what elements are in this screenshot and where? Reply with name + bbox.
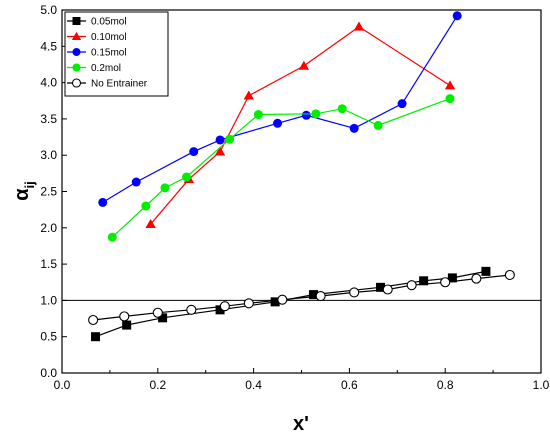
legend-label: 0.05mol	[91, 17, 127, 28]
data-point-triangle	[353, 21, 365, 31]
legend-label: 0.10mol	[91, 32, 127, 43]
data-point-square	[481, 266, 491, 276]
series-0-15mol	[98, 11, 462, 207]
legend-entry: 0.05mol	[67, 17, 127, 28]
series-0-05mol	[91, 266, 491, 342]
x-axis-title: x'	[293, 413, 309, 435]
data-point-circle	[131, 177, 141, 187]
data-point-circle	[160, 183, 170, 193]
svg-text:αij: αij	[11, 181, 37, 201]
tick-layer: 0.0 0.2 0.4 0.6 0.8 1.0 0.0 0.5 1.0 1.5 2.0 2.5 3.0 3…	[40, 3, 549, 392]
data-point-triangle	[214, 146, 226, 156]
y-tick-label: 1.5	[40, 257, 57, 271]
y-axis-title: αij	[11, 181, 37, 201]
x-tick-label: 0.4	[245, 378, 262, 392]
data-point-circle	[225, 134, 235, 144]
legend-label: 0.2mol	[91, 63, 121, 74]
y-axis-title-subscript: ij	[22, 181, 37, 188]
data-point-triangle	[145, 218, 156, 229]
data-point-open-circle	[349, 287, 360, 298]
series-layer	[88, 11, 515, 342]
data-point-open-circle	[119, 311, 130, 322]
data-point-open-circle	[471, 273, 482, 284]
x-tick-label: 0.6	[341, 378, 358, 392]
data-point-open-circle	[71, 78, 82, 88]
data-point-open-circle	[243, 298, 254, 309]
data-point-triangle	[444, 80, 456, 90]
data-point-open-circle	[219, 301, 230, 312]
y-tick-label: 3.0	[40, 148, 57, 162]
data-point-square	[376, 282, 386, 292]
data-point-square	[122, 320, 132, 330]
data-point-circle	[215, 135, 225, 145]
series-line	[111, 98, 451, 238]
legend-label: No Entrainer	[91, 79, 148, 90]
y-tick-label: 4.0	[40, 76, 57, 90]
data-point-square	[72, 17, 81, 25]
y-tick-label: 5.0	[40, 3, 57, 17]
data-point-circle	[349, 123, 359, 133]
data-point-open-circle	[315, 290, 326, 302]
data-point-circle	[98, 197, 108, 207]
series-line	[150, 25, 451, 225]
data-point-open-circle	[382, 284, 393, 295]
data-point-circle	[72, 63, 81, 72]
data-point-open-circle	[88, 314, 99, 326]
data-point-circle	[189, 147, 199, 157]
data-point-circle	[273, 118, 283, 128]
series-0-10mol	[145, 21, 456, 229]
data-point-triangle	[298, 60, 310, 70]
x-tick-label: 1.0	[533, 378, 550, 392]
legend-entry: 0.2mol	[67, 63, 121, 74]
data-point-circle	[311, 109, 321, 119]
data-point-open-circle	[152, 307, 163, 318]
data-point-open-circle	[186, 304, 197, 315]
legend-box	[64, 11, 169, 97]
data-point-circle	[397, 99, 407, 109]
data-point-open-circle	[277, 294, 288, 305]
y-tick-label: 1.0	[40, 293, 57, 307]
data-point-square	[419, 276, 429, 286]
data-point-open-circle	[504, 269, 515, 281]
data-point-circle	[373, 120, 383, 130]
y-tick-label: 4.5	[40, 39, 57, 53]
x-tick-label: 0.0	[54, 378, 71, 392]
data-point-square	[158, 313, 168, 323]
data-point-open-circle	[406, 280, 417, 291]
y-tick-label: 3.5	[40, 112, 57, 126]
y-axis-title-main: α	[11, 188, 33, 201]
legend: 0.05mol 0.10mol 0.15mol 0.2mol No Entrainer	[64, 11, 169, 97]
data-point-triangle	[71, 31, 82, 40]
data-point-circle	[337, 104, 347, 114]
data-point-circle	[452, 11, 462, 21]
data-point-square	[91, 332, 101, 342]
data-point-circle	[141, 201, 151, 211]
y-tick-label: 0.5	[40, 330, 57, 344]
data-point-square	[270, 297, 280, 307]
legend-label: 0.15mol	[91, 48, 127, 59]
legend-entry: 0.15mol	[67, 48, 127, 59]
data-point-circle	[253, 110, 263, 120]
data-point-circle	[72, 48, 81, 56]
data-point-circle	[301, 110, 311, 120]
data-point-open-circle	[440, 277, 451, 288]
x-tick-label: 0.2	[149, 378, 166, 392]
data-point-circle	[107, 232, 117, 242]
y-tick-label: 2.5	[40, 185, 57, 199]
data-point-square	[308, 290, 318, 300]
data-point-circle	[182, 172, 192, 182]
series-no-entrainer	[88, 269, 515, 326]
y-tick-label: 2.0	[40, 221, 57, 235]
y-tick-label: 0.0	[40, 366, 57, 380]
legend-entry: 0.10mol	[67, 31, 127, 43]
data-point-triangle	[243, 90, 254, 100]
series-line	[93, 274, 510, 321]
series-0-2mol	[107, 94, 455, 242]
data-point-circle	[445, 94, 455, 104]
data-point-square	[447, 273, 457, 283]
x-tick-label: 0.8	[437, 378, 454, 392]
legend-entry: No Entrainer	[67, 78, 148, 90]
data-point-square	[215, 305, 225, 315]
